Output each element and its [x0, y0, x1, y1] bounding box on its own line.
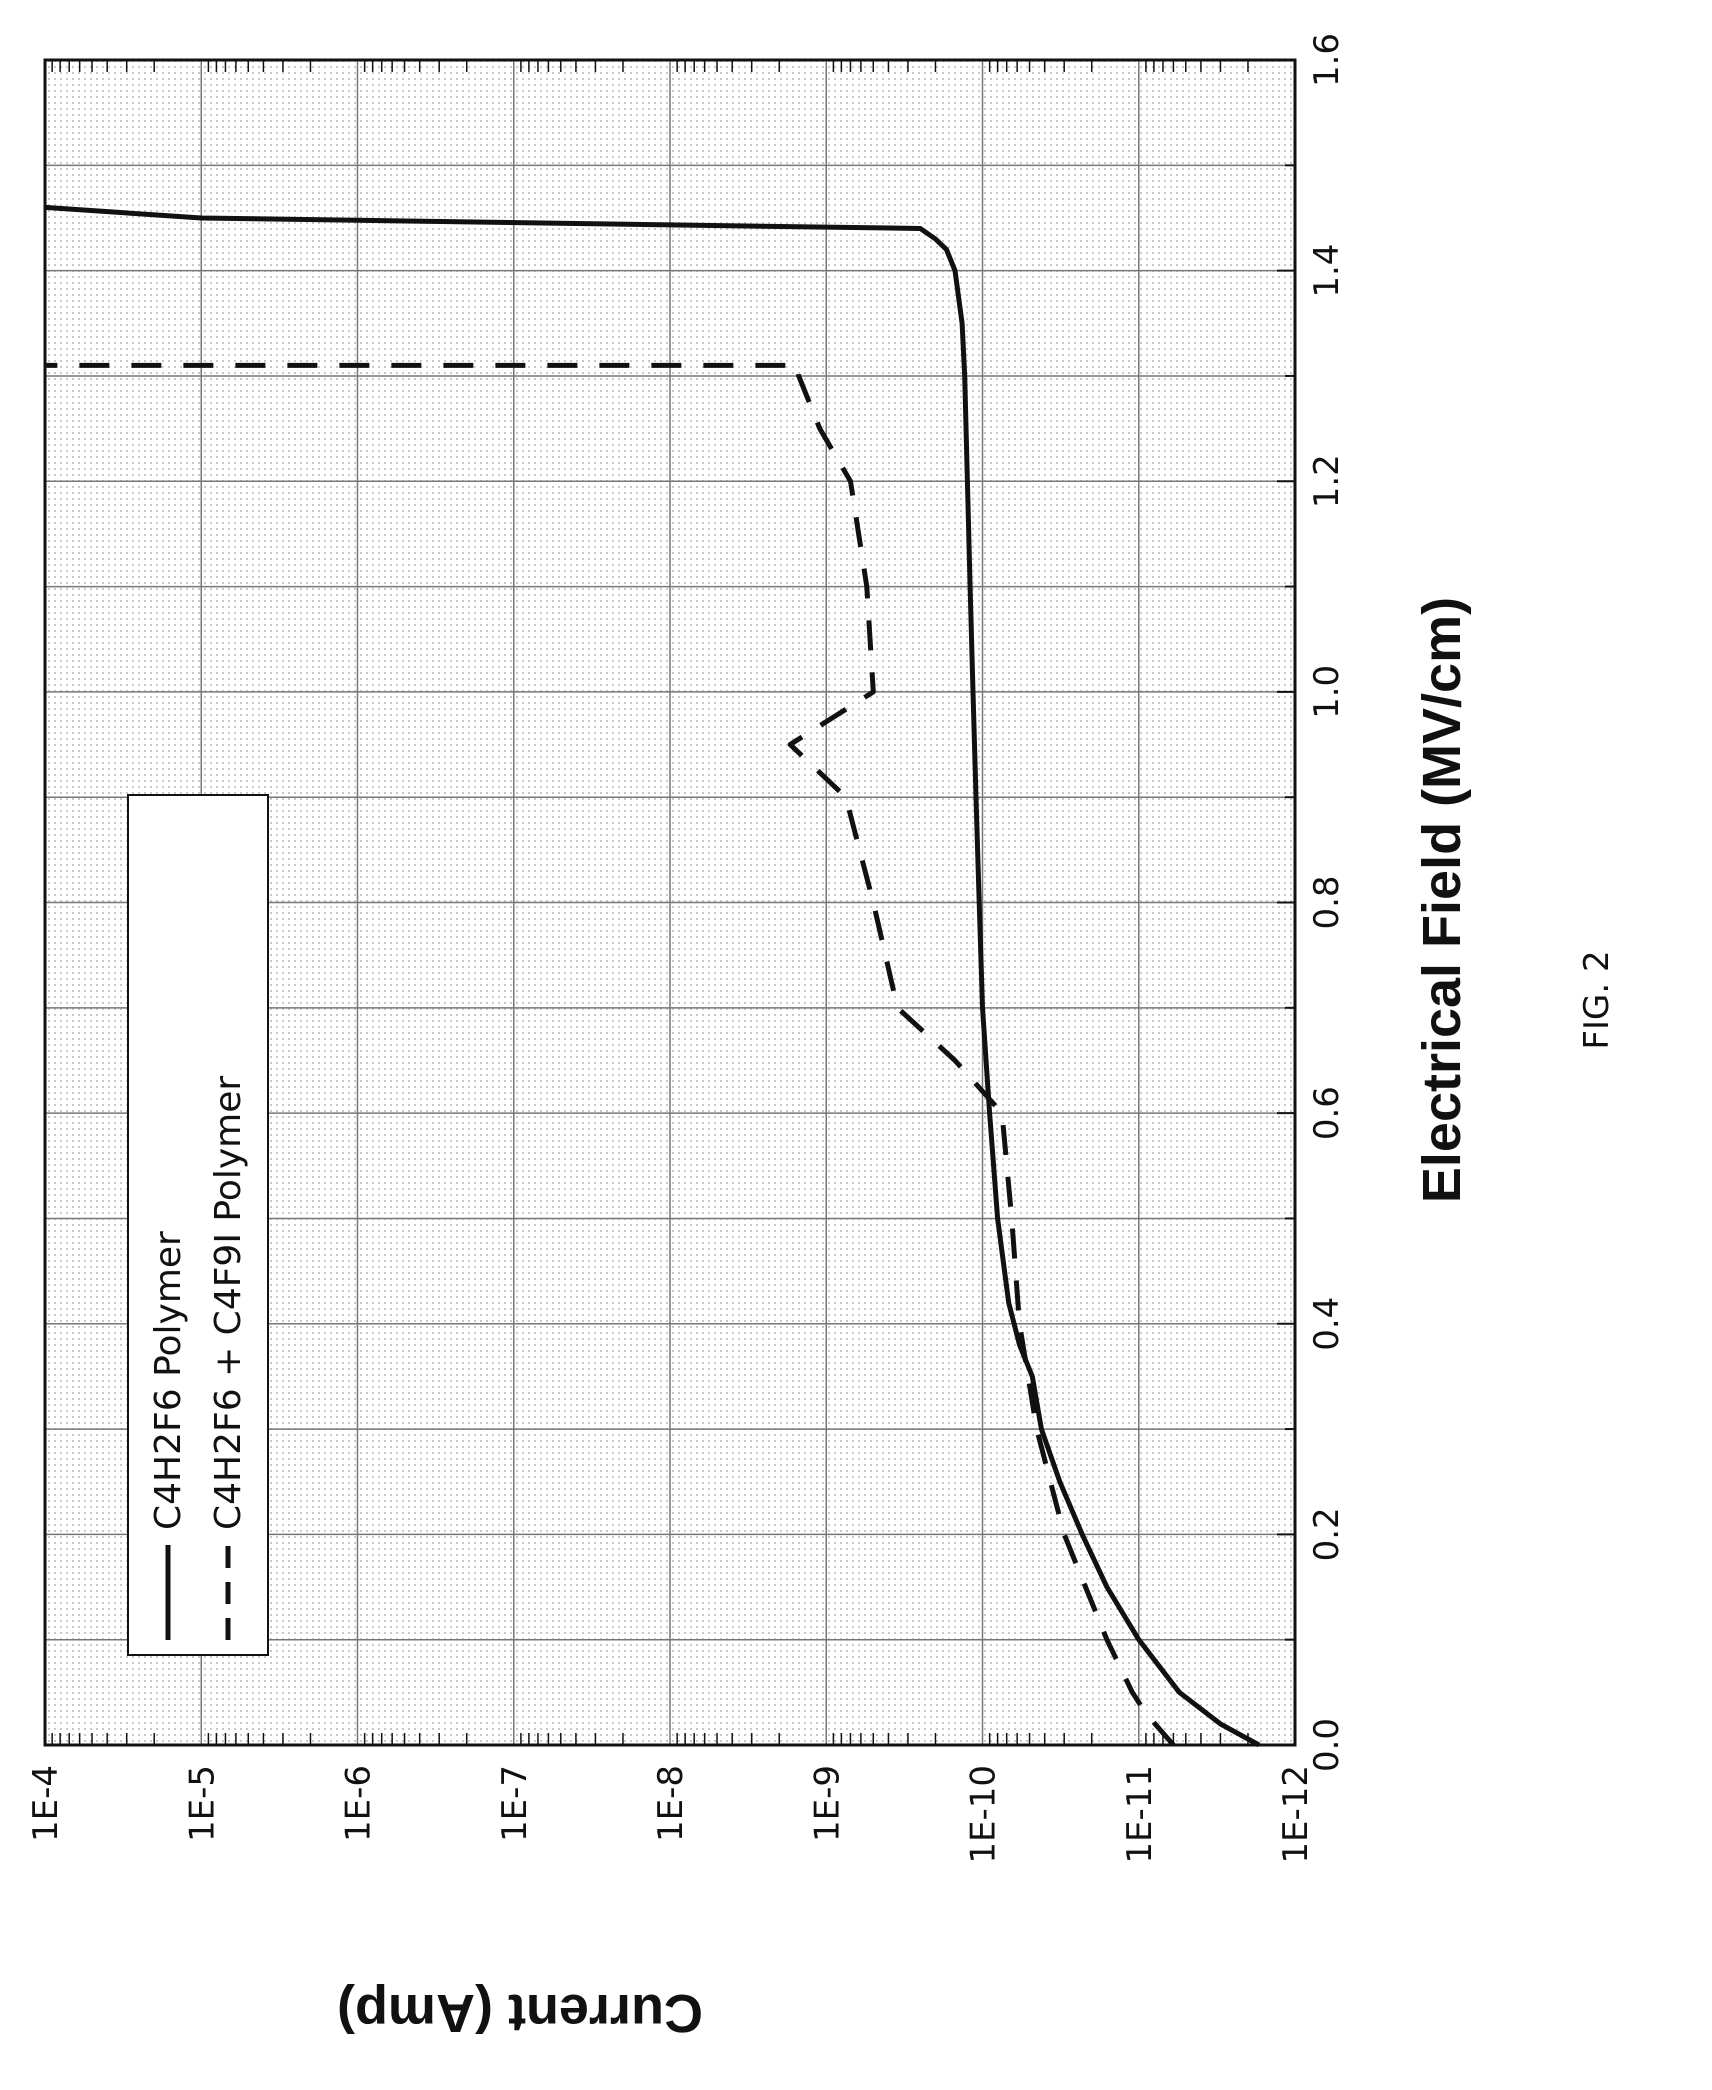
y-tick-label: 1E-11 [1120, 1765, 1160, 1864]
y-tick-label: 1E-10 [964, 1765, 1004, 1864]
series-layer [44, 204, 1261, 1748]
legend: C4H2F6 Polymer C4H2F6 + C4F9I Polymer [127, 794, 269, 1656]
figure-label: FIG. 2 [1577, 950, 1617, 1049]
x-tick-label: 0.4 [1307, 1297, 1347, 1351]
x-tick-label: 1.4 [1307, 244, 1347, 298]
legend-box [127, 794, 269, 1656]
y-tick-label: 1E-12 [1276, 1765, 1316, 1864]
x-tick-label: 0.2 [1307, 1507, 1347, 1561]
y-tick-label: 1E-4 [26, 1765, 66, 1842]
legend-label-series-1: C4H2F6 Polymer [148, 1231, 189, 1530]
tick-layer: 0.0 0.2 0.4 0.6 0.8 1.0 1.2 1.4 1.6 1E-12 1E-11 1E-… [26, 33, 1347, 1864]
legend-label-series-2: C4H2F6 + C4F9I Polymer [208, 1076, 249, 1530]
y-tick-label: 1E-8 [651, 1765, 691, 1842]
x-tick-label: 0.8 [1307, 875, 1347, 929]
y-tick-label: 1E-7 [495, 1765, 535, 1842]
y-tick-label: 1E-9 [807, 1765, 847, 1842]
series-line-c4h2f6 [44, 204, 1261, 1748]
x-tick-label: 0.6 [1307, 1086, 1347, 1140]
y-tick-label: 1E-5 [182, 1765, 222, 1842]
y-tick-label: 1E-6 [339, 1765, 379, 1842]
y-axis-title: Current (Amp) [337, 1983, 703, 2043]
x-tick-label: 1.0 [1307, 665, 1347, 719]
series-line-c4h2f6-c4f9i [45, 362, 1176, 1747]
x-tick-label: 0.0 [1307, 1718, 1347, 1772]
x-tick-label: 1.2 [1307, 454, 1347, 508]
x-axis-title: Electrical Field (MV/cm) [1412, 597, 1472, 1203]
x-tick-label: 1.6 [1307, 33, 1347, 87]
